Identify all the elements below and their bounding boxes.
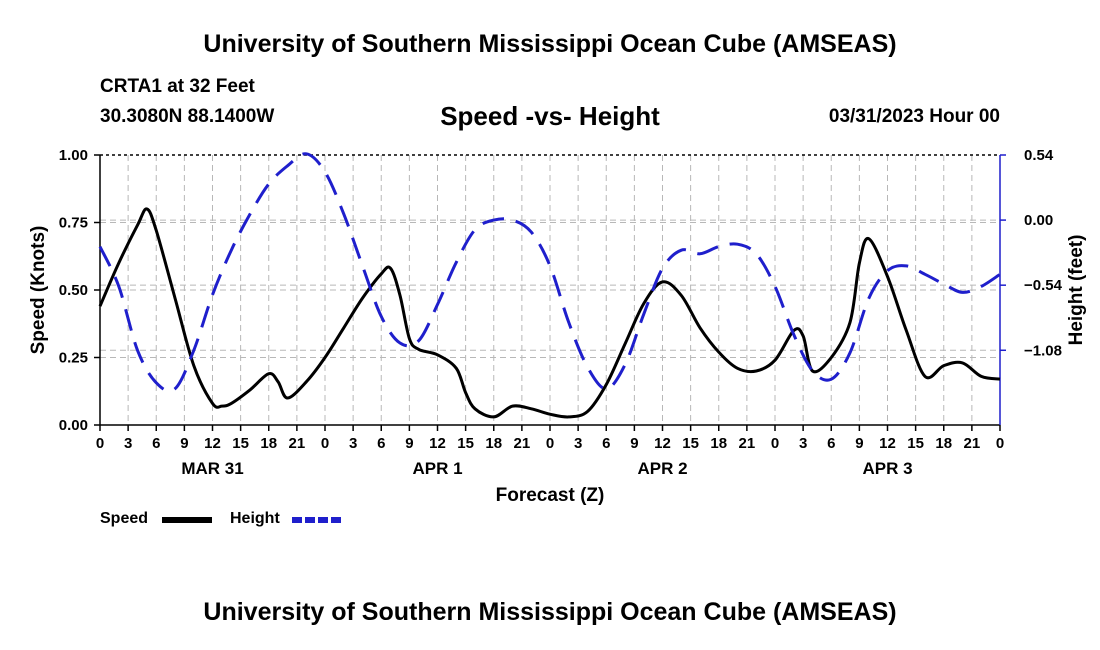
x-tick-label: 18 [935, 435, 952, 452]
x-tick-label: 6 [602, 435, 610, 452]
x-tick-label: 12 [429, 435, 446, 452]
y2-axis-title: Height (feet) [1066, 235, 1087, 346]
x-tick-label: 15 [907, 435, 924, 452]
coordinates-label: 30.3080N 88.1400W [100, 106, 275, 127]
x-tick-label: 21 [739, 435, 756, 452]
day-label: APR 2 [637, 459, 687, 478]
station-label: CRTA1 at 32 Feet [100, 76, 255, 97]
legend-speed-label: Speed [100, 510, 149, 527]
day-label: MAR 31 [181, 459, 243, 478]
footer-title: University of Southern Mississippi Ocean… [203, 598, 897, 626]
x-tick-label: 15 [232, 435, 249, 452]
chart-title: University of Southern Mississippi Ocean… [203, 30, 897, 58]
y-tick-label: 0.00 [59, 417, 88, 434]
x-tick-label: 6 [152, 435, 160, 452]
y-tick-label: 0.25 [59, 350, 88, 367]
x-tick-label: 0 [321, 435, 329, 452]
chart-subtitle: Speed -vs- Height [440, 101, 660, 131]
x-tick-label: 18 [485, 435, 502, 452]
x-tick-label: 0 [996, 435, 1004, 452]
y-tick-label: 0.50 [59, 282, 88, 299]
x-tick-label: 0 [546, 435, 554, 452]
x-tick-label: 3 [349, 435, 357, 452]
forecast-datetime: 03/31/2023 Hour 00 [828, 106, 1000, 127]
x-tick-label: 9 [405, 435, 413, 452]
day-label: APR 1 [412, 459, 462, 478]
x-tick-label: 9 [180, 435, 188, 452]
y2-tick-label: −1.08 [1024, 342, 1062, 359]
x-tick-label: 12 [204, 435, 221, 452]
x-tick-label: 6 [377, 435, 385, 452]
day-label: APR 3 [862, 459, 912, 478]
y2-tick-label: 0.00 [1024, 212, 1053, 229]
legend-height-label: Height [230, 510, 280, 527]
x-tick-label: 12 [654, 435, 671, 452]
x-tick-label: 15 [682, 435, 699, 452]
x-tick-label: 0 [771, 435, 779, 452]
x-tick-label: 6 [827, 435, 835, 452]
x-tick-label: 12 [879, 435, 896, 452]
y-tick-label: 1.00 [59, 147, 88, 164]
y2-tick-label: 0.54 [1024, 147, 1054, 164]
x-tick-label: 9 [855, 435, 863, 452]
x-tick-label: 18 [710, 435, 727, 452]
x-tick-label: 9 [630, 435, 638, 452]
x-tick-label: 18 [260, 435, 277, 452]
y-axis-title: Speed (Knots) [28, 226, 49, 355]
x-tick-label: 3 [124, 435, 132, 452]
y2-tick-label: −0.54 [1024, 277, 1063, 294]
series-line-speed [98, 207, 1001, 419]
y-tick-label: 0.75 [59, 215, 88, 232]
x-tick-label: 21 [289, 435, 306, 452]
x-tick-label: 0 [96, 435, 104, 452]
x-tick-label: 3 [574, 435, 582, 452]
x-tick-label: 21 [964, 435, 981, 452]
x-tick-label: 21 [514, 435, 531, 452]
x-axis-title: Forecast (Z) [496, 485, 605, 506]
x-tick-label: 15 [457, 435, 474, 452]
series-line-height [98, 152, 1001, 393]
x-tick-label: 3 [799, 435, 807, 452]
